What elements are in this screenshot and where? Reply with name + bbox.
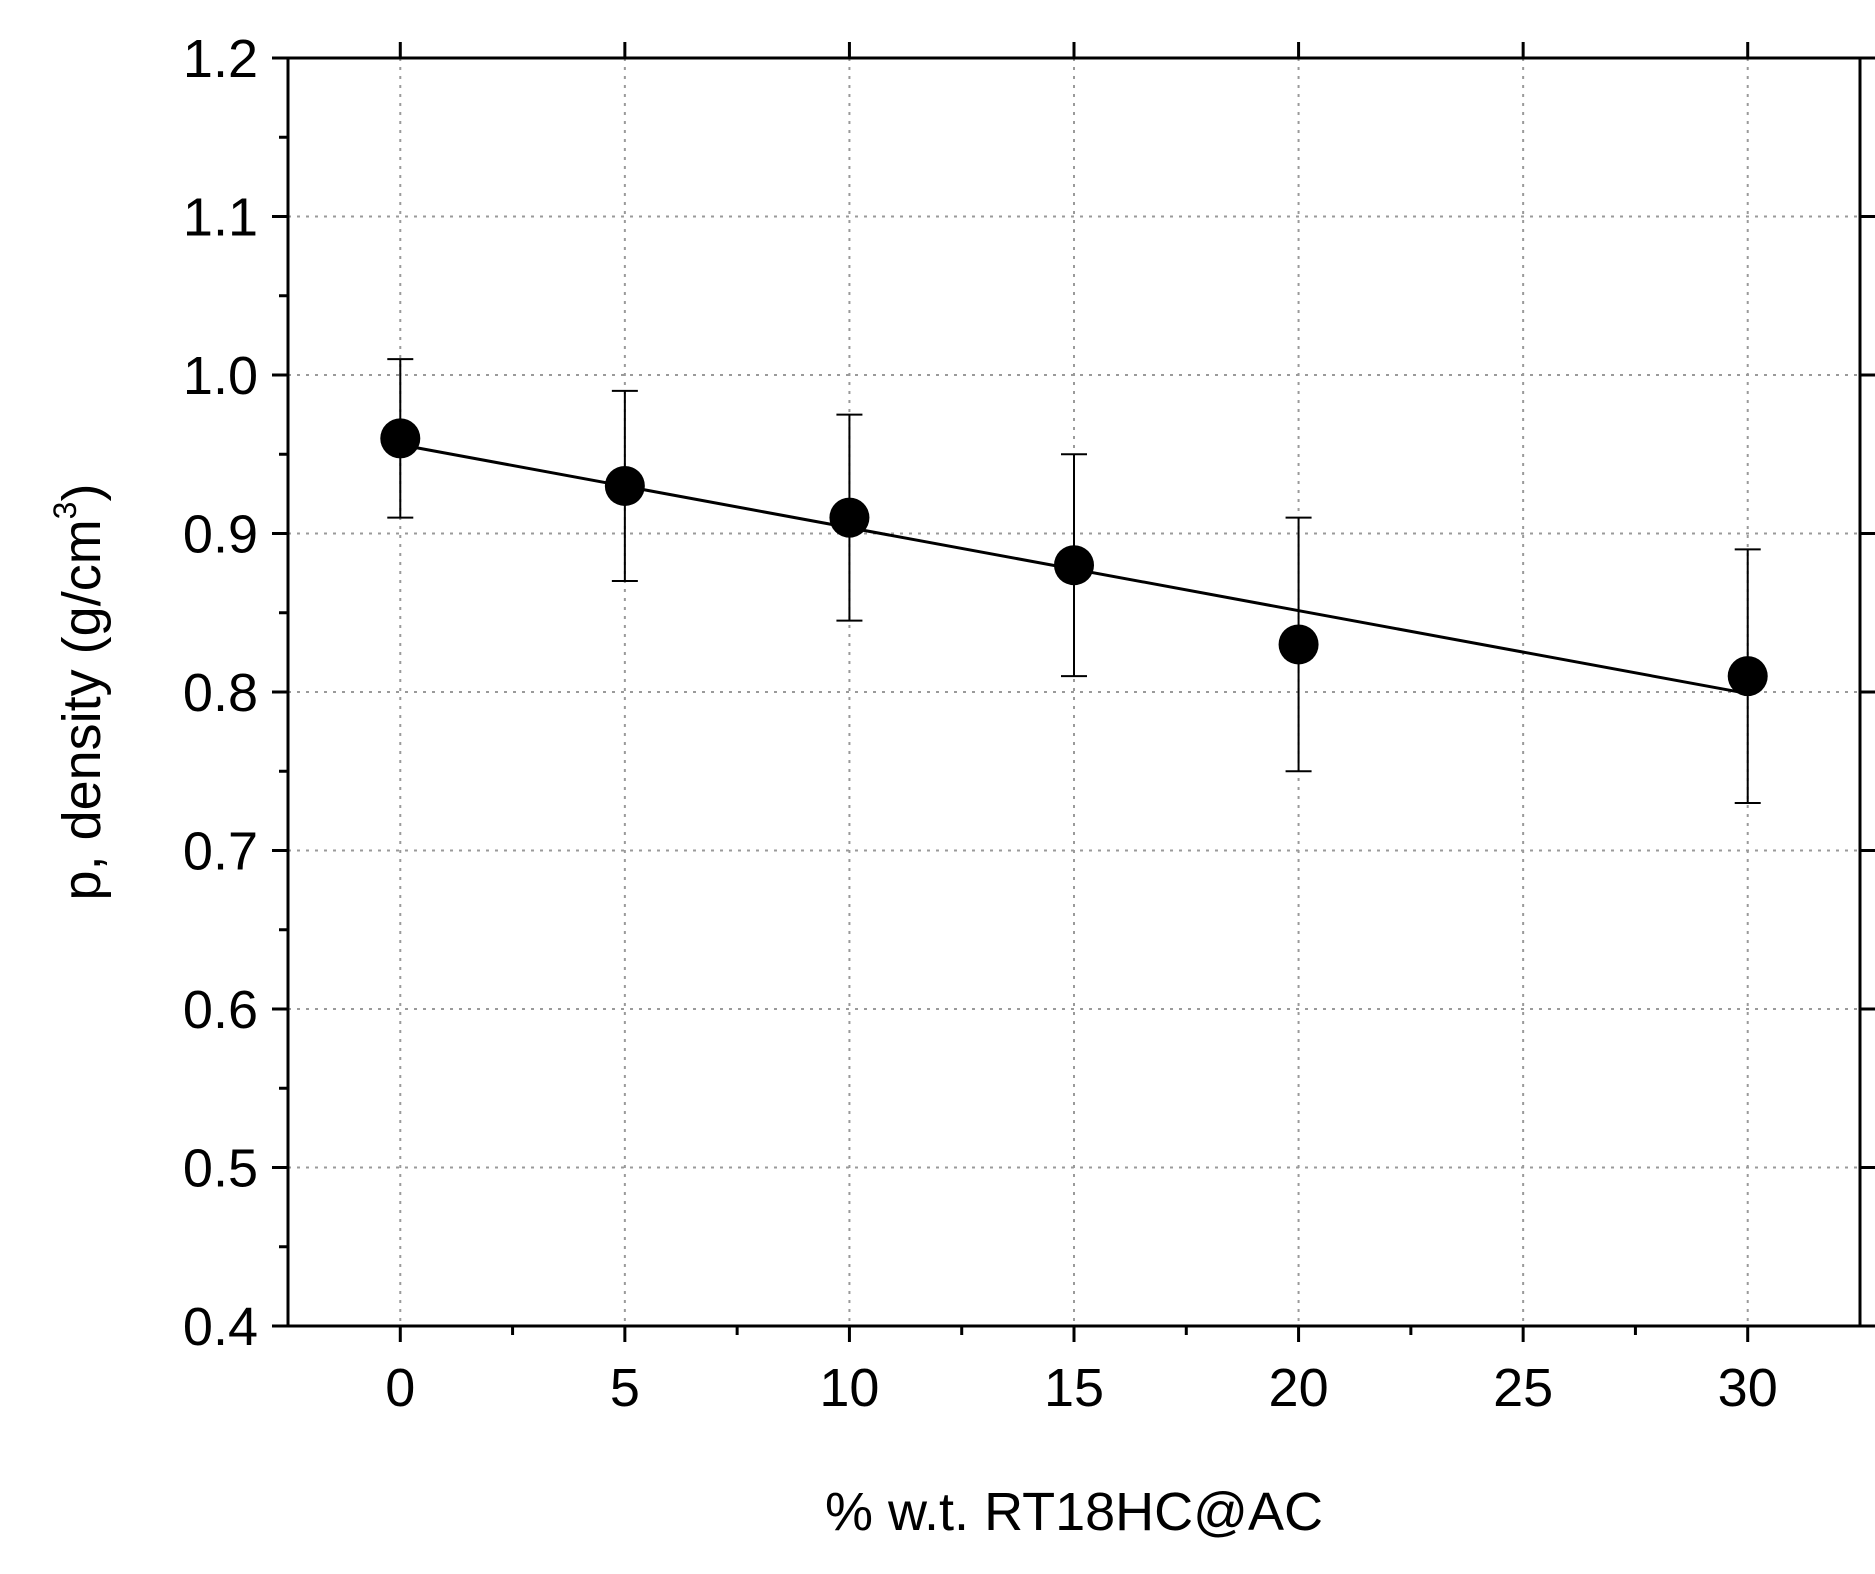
y-axis-title: p, density (g/cm3) xyxy=(47,484,112,901)
data-point xyxy=(1054,545,1094,586)
x-tick-label: 20 xyxy=(1269,1358,1329,1418)
x-tick-label: 25 xyxy=(1493,1358,1553,1418)
data-point xyxy=(604,465,645,506)
data-point xyxy=(829,497,870,538)
y-tick-label: 0.6 xyxy=(183,980,258,1040)
data-points xyxy=(380,418,1768,697)
y-tick-labels: 0.4 0.5 0.6 0.7 0.8 0.9 1.0 1.1 1.2 xyxy=(183,29,258,1357)
x-tick-label: 30 xyxy=(1718,1358,1778,1418)
x-tick-label: 5 xyxy=(610,1358,640,1418)
y-tick-label: 0.9 xyxy=(183,505,258,565)
grid xyxy=(288,57,1860,1327)
x-tick-labels: 0 5 10 15 20 25 30 xyxy=(385,1358,1777,1418)
y-axis-title-main: p, density (g/cm xyxy=(52,519,112,900)
x-tick-label: 15 xyxy=(1044,1358,1104,1418)
data-point xyxy=(1727,656,1768,697)
y-tick-label: 1.2 xyxy=(183,29,258,89)
x-tick-label: 0 xyxy=(385,1358,415,1418)
x-axis-title: % w.t. RT18HC@AC xyxy=(825,1482,1323,1542)
y-axis-title-close: ) xyxy=(52,484,112,502)
data-point xyxy=(1278,624,1319,665)
y-tick-label: 0.8 xyxy=(183,663,258,723)
y-tick-label: 0.7 xyxy=(183,822,258,882)
x-tick-label: 10 xyxy=(819,1358,879,1418)
data-point xyxy=(380,418,421,459)
y-tick-label: 0.5 xyxy=(183,1139,258,1199)
y-tick-label: 1.1 xyxy=(183,188,258,248)
axis-ticks xyxy=(272,42,1875,1342)
y-tick-label: 0.4 xyxy=(183,1297,258,1357)
y-axis-title-superscript: 3 xyxy=(47,502,83,520)
y-tick-label: 1.0 xyxy=(183,346,258,406)
